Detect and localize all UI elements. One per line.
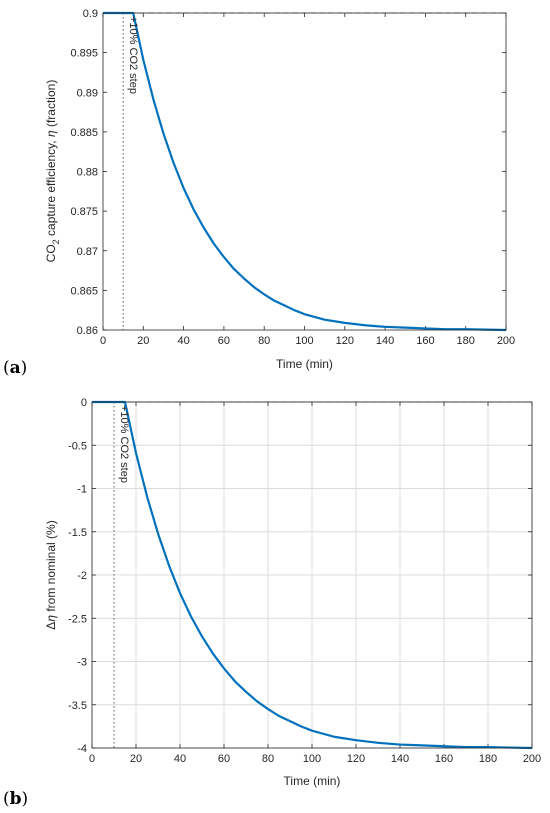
panel-a-xlabel: Time (min) xyxy=(276,357,333,371)
panel-a-ytick-label: 0.89 xyxy=(77,87,98,99)
panel-b-xtick-label: 160 xyxy=(435,753,453,765)
panel-a-xtick-label: 60 xyxy=(218,335,230,347)
panel-a-ytick-label: 0.875 xyxy=(70,206,98,218)
panel-a-xtick-label: 0 xyxy=(100,335,106,347)
panel-a-ytick-label: 0.865 xyxy=(70,285,98,297)
panel-a-xtick-label: 180 xyxy=(457,335,475,347)
panel-a-ytick-label: 0.86 xyxy=(77,325,98,337)
panel-b-series xyxy=(92,400,533,750)
panel-b-ytick-label: -3.5 xyxy=(68,700,87,712)
panel-a-ytick-label: 0.88 xyxy=(77,167,98,179)
panel-b-axes-box xyxy=(91,401,533,749)
panel-a-ticks: 0 20 40 60 80 100 120 140 160 180 200 0.86 0.865 0.87… xyxy=(70,8,515,347)
panel-a-label: (a) xyxy=(3,358,27,378)
panel-a-xtick-label: 140 xyxy=(376,335,394,347)
panel-b: 0 20 40 60 80 100 120 140 160 180 200 -4 -3.5 -3 -2.5 -… xyxy=(3,397,541,809)
panel-b-xtick-label: 120 xyxy=(347,753,365,765)
panel-a-xtick-label: 80 xyxy=(258,335,270,347)
panel-b-xtick-label: 40 xyxy=(174,753,186,765)
panel-a-step-label: +10% CO2 step xyxy=(127,16,139,94)
panel-a-xtick-label: 20 xyxy=(137,335,149,347)
panel-b-xtick-label: 20 xyxy=(130,753,142,765)
panel-b-xlabel: Time (min) xyxy=(284,774,341,788)
panel-a-reference xyxy=(103,12,506,330)
panel-b-ytick-label: -1 xyxy=(77,484,87,496)
panel-b-ytick-label: 0 xyxy=(81,397,87,409)
panel-b-ylabel: Δη from nominal (%) xyxy=(44,520,58,629)
panel-b-ticks: 0 20 40 60 80 100 120 140 160 180 200 -4 -3.5 -3 -2.5 -… xyxy=(68,397,541,765)
panel-a-ytick-label: 0.9 xyxy=(83,8,98,20)
panel-b-xtick-label: 0 xyxy=(89,753,95,765)
panel-a-ylabel: CO2 capture efficiency, η (fraction) xyxy=(44,80,61,263)
panel-b-xtick-label: 60 xyxy=(218,753,230,765)
panel-a-xtick-label: 40 xyxy=(177,335,189,347)
panel-a-xtick-label: 200 xyxy=(497,335,515,347)
panel-b-ytick-label: -2 xyxy=(77,570,87,582)
panel-b-label: (b) xyxy=(3,789,28,809)
panel-a-series xyxy=(103,11,507,332)
panel-a-xtick-label: 120 xyxy=(336,335,354,347)
panel-a-xtick-label: 160 xyxy=(416,335,434,347)
panel-b-ytick-label: -4 xyxy=(77,743,87,755)
panel-b-ytick-label: -3 xyxy=(77,657,87,669)
panel-a-ytick-label: 0.885 xyxy=(70,127,98,139)
panel-b-ytick-label: -1.5 xyxy=(68,527,87,539)
panel-a-xtick-label: 100 xyxy=(295,335,313,347)
panel-b-xtick-label: 140 xyxy=(391,753,409,765)
panel-a-axes-box xyxy=(102,12,507,331)
panel-b-xtick-label: 180 xyxy=(479,753,497,765)
panel-b-series-line xyxy=(92,400,533,750)
panel-b-xtick-label: 80 xyxy=(262,753,274,765)
panel-b-ytick-label: -0.5 xyxy=(68,440,87,452)
panel-b-xtick-label: 200 xyxy=(523,753,541,765)
panel-a: 0 20 40 60 80 100 120 140 160 180 200 0.86 0.865 0.87… xyxy=(3,8,515,378)
panel-a-ytick-label: 0.87 xyxy=(77,246,98,258)
panel-b-step-label: +10% CO2 step xyxy=(118,405,130,483)
panel-a-series-line xyxy=(103,11,507,332)
panel-b-xtick-label: 100 xyxy=(303,753,321,765)
panel-b-ytick-label: -2.5 xyxy=(68,613,87,625)
panel-a-ytick-label: 0.895 xyxy=(70,48,98,60)
panel-b-grid xyxy=(91,401,533,749)
